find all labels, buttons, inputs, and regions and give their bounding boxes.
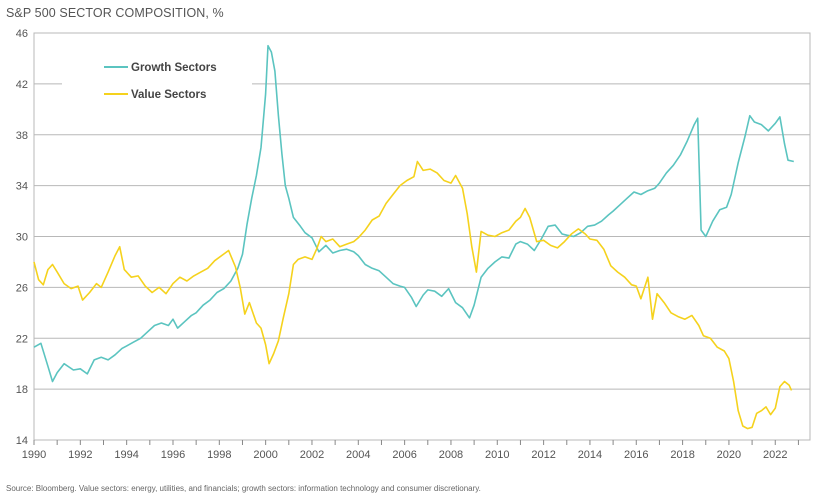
x-tick-2006: 2006 bbox=[392, 449, 416, 461]
x-tick-2008: 2008 bbox=[439, 449, 463, 461]
y-tick-46: 46 bbox=[16, 28, 28, 40]
legend-label-growth-sectors: Growth Sectors bbox=[131, 62, 217, 74]
x-tick-2022: 2022 bbox=[763, 449, 787, 461]
legend: Growth Sectors Value Sectors bbox=[62, 52, 252, 108]
x-tick-2014: 2014 bbox=[578, 449, 602, 461]
y-tick-26: 26 bbox=[16, 282, 28, 294]
y-tick-38: 38 bbox=[16, 130, 28, 142]
y-tick-labels: 14 18 22 26 30 34 38 42 46 bbox=[16, 28, 28, 447]
x-tick-2000: 2000 bbox=[253, 449, 277, 461]
x-tick-2018: 2018 bbox=[670, 449, 694, 461]
chart-title: S&P 500 SECTOR COMPOSITION, % bbox=[6, 6, 224, 20]
x-tick-2016: 2016 bbox=[624, 449, 648, 461]
series-layer bbox=[33, 44, 794, 430]
source-note: Source: Bloomberg. Value sectors: energy… bbox=[6, 484, 481, 493]
x-tick-2010: 2010 bbox=[485, 449, 509, 461]
y-tick-30: 30 bbox=[16, 232, 28, 244]
legend-box bbox=[62, 52, 252, 108]
x-tick-1990: 1990 bbox=[22, 449, 46, 461]
y-tick-14: 14 bbox=[16, 435, 28, 447]
x-tick-1992: 1992 bbox=[68, 449, 92, 461]
y-tick-22: 22 bbox=[16, 333, 28, 345]
series-line-growth-sectors bbox=[33, 44, 794, 383]
x-tick-2020: 2020 bbox=[717, 449, 741, 461]
x-tick-1998: 1998 bbox=[207, 449, 231, 461]
series-line-value-sectors bbox=[33, 160, 793, 430]
x-tick-1994: 1994 bbox=[114, 449, 138, 461]
x-tick-2012: 2012 bbox=[531, 449, 555, 461]
x-tick-1996: 1996 bbox=[161, 449, 185, 461]
y-tick-18: 18 bbox=[16, 384, 28, 396]
x-tick-labels: 1990 1992 1994 1996 1998 2000 2002 2004 2006 2008… bbox=[22, 449, 788, 461]
axes bbox=[33, 32, 811, 445]
y-tick-34: 34 bbox=[16, 181, 28, 193]
x-tick-2004: 2004 bbox=[346, 449, 370, 461]
x-tick-2002: 2002 bbox=[300, 449, 324, 461]
y-tick-42: 42 bbox=[16, 79, 28, 91]
legend-label-value-sectors: Value Sectors bbox=[131, 89, 206, 101]
plot-frame bbox=[33, 32, 811, 441]
